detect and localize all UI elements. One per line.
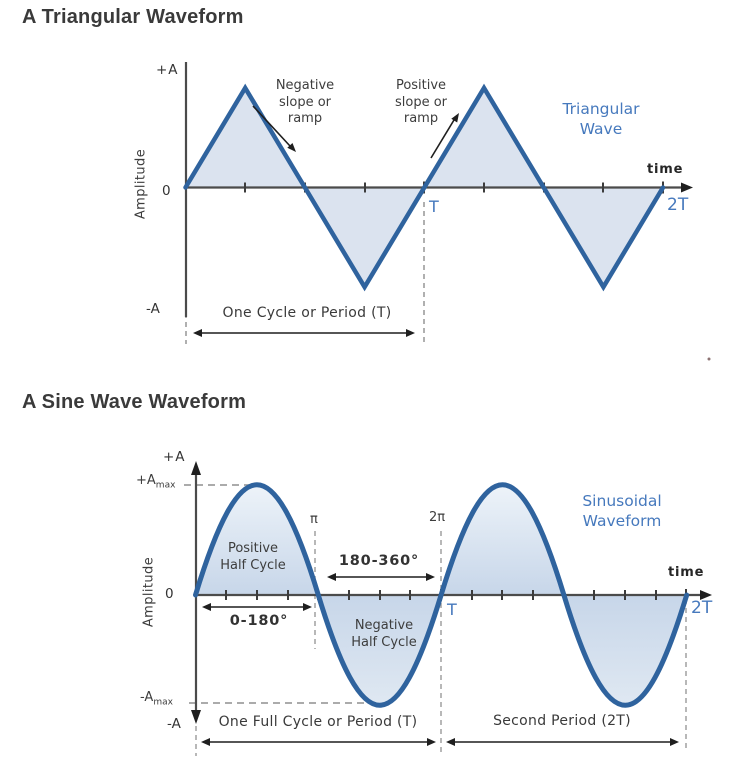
sine-y-axis-label: Amplitude: [141, 556, 157, 628]
positive-slope-arrowhead: [451, 113, 459, 123]
sine-minus-amax-base: -A: [140, 690, 154, 705]
sine-y-axis-arrowhead-up: [191, 461, 201, 475]
positive-half-line2: Half Cycle: [220, 558, 286, 574]
sine-period-one-arrowhead-left: [201, 738, 210, 746]
sine-minus-amax-sub: max: [153, 697, 173, 708]
negative-slope-arrowhead: [287, 143, 296, 152]
negative-half-line1: Negative: [354, 618, 414, 633]
sine-plus-amax-label: +Amax: [136, 473, 176, 491]
sine-amax-dashes: [184, 484, 377, 704]
triangular-wave-name-line1: Triangular: [562, 100, 640, 118]
negative-slope-annotation: Negative slope or ramp: [276, 78, 334, 128]
triangular-zero-label: 0: [162, 183, 171, 199]
triangular-y-axis-label: Amplitude: [133, 148, 149, 220]
triangular-wave-line: [183, 83, 666, 292]
triangular-period-arrowhead-left: [193, 329, 202, 337]
negative-slope-line3: ramp: [287, 111, 323, 127]
triangular-time-label: time: [647, 162, 684, 177]
triangular-t-label: T: [429, 197, 439, 216]
sine-plus-amax-base: +A: [136, 473, 156, 488]
deg-0-180-arrowhead-right: [303, 603, 312, 611]
sine-period-two-label: Second Period (2T): [493, 713, 631, 729]
triangular-wave-name: Triangular Wave: [562, 100, 639, 139]
positive-slope-annotation: Positive slope or ramp: [395, 78, 447, 128]
triangular-period-label: One Cycle or Period (T): [222, 305, 392, 321]
negative-slope-line1: Negative: [275, 78, 335, 93]
sine-zero-label: 0: [165, 586, 174, 602]
triangular-x-axis-arrowhead: [681, 182, 693, 193]
sine-period-two-arrowhead-right: [670, 738, 679, 746]
negative-slope-line2: slope or: [278, 94, 332, 110]
sine-time-label: time: [668, 565, 705, 580]
triangular-wave-name-line2: Wave: [579, 119, 623, 138]
positive-slope-line2: slope or: [394, 94, 448, 110]
sine-plus-amax-sub: max: [155, 480, 176, 491]
sine-period-one-arrowhead-right: [427, 738, 436, 746]
triangular-title: A Triangular Waveform: [22, 6, 244, 28]
sine-y-axis-arrowhead-down: [191, 710, 201, 724]
sine-wave-line: [193, 482, 690, 708]
triangular-2t-label: 2T: [667, 195, 689, 215]
sine-wave-name-line2: Waveform: [582, 511, 662, 530]
positive-slope-line1: Positive: [395, 78, 447, 93]
negative-half-line2: Half Cycle: [351, 635, 417, 651]
triangular-plus-a-label: +A: [156, 62, 179, 78]
deg-180-360-label: 180-360°: [338, 553, 420, 569]
positive-slope-line3: ramp: [403, 111, 439, 127]
positive-half-cycle-annotation: Positive Half Cycle: [220, 540, 286, 575]
negative-half-cycle-annotation: Negative Half Cycle: [351, 617, 417, 652]
sine-plus-a-label: +A: [163, 449, 186, 465]
deg-180-360-arrowhead-left: [327, 573, 336, 581]
negative-slope-arrow: [252, 105, 291, 147]
sine-wave-name: Sinusoidal Waveform: [582, 492, 661, 531]
positive-half-line1: Positive: [227, 541, 279, 556]
deg-180-360-arrowhead-right: [426, 573, 435, 581]
deg-0-180-label: 0-180°: [229, 613, 289, 629]
artifact-dot: [707, 357, 711, 361]
triangular-period-arrowhead-right: [406, 329, 415, 337]
sine-period-one-label: One Full Cycle or Period (T): [218, 714, 418, 730]
deg-0-180-arrowhead-left: [202, 603, 211, 611]
positive-slope-arrow: [430, 119, 455, 159]
sine-pi-label: π: [310, 512, 318, 527]
sine-period-two-arrowhead-left: [446, 738, 455, 746]
sine-minus-amax-label: -Amax: [140, 690, 173, 708]
sine-title: A Sine Wave Waveform: [22, 391, 247, 413]
sine-x-axis-arrowhead: [700, 590, 712, 600]
sine-minus-a-label: -A: [167, 716, 181, 732]
sine-2pi-label: 2π: [429, 510, 446, 525]
triangular-minus-a-label: -A: [146, 301, 160, 317]
sine-t-label: T: [447, 600, 457, 619]
sine-wave-name-line1: Sinusoidal: [582, 492, 662, 510]
sine-2t-label: 2T: [691, 598, 713, 618]
